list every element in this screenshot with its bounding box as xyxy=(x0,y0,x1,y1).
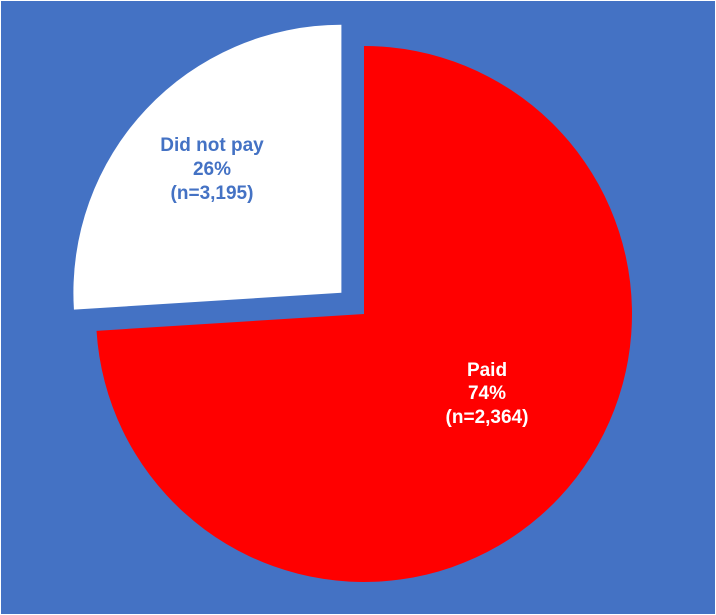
label-did-not-pay-name: Did not pay xyxy=(160,135,264,156)
label-did-not-pay: Did not pay 26% (n=3,195) xyxy=(160,135,264,204)
label-did-not-pay-count: (n=3,195) xyxy=(171,183,254,204)
label-did-not-pay-percent: 26% xyxy=(193,159,231,180)
label-paid-name: Paid xyxy=(467,360,507,381)
label-paid: Paid 74% (n=2,364) xyxy=(446,360,529,428)
label-paid-count: (n=2,364) xyxy=(446,407,529,428)
slice-did-not-pay xyxy=(73,24,342,310)
slice-paid xyxy=(96,46,633,582)
label-paid-percent: 74% xyxy=(468,383,506,404)
